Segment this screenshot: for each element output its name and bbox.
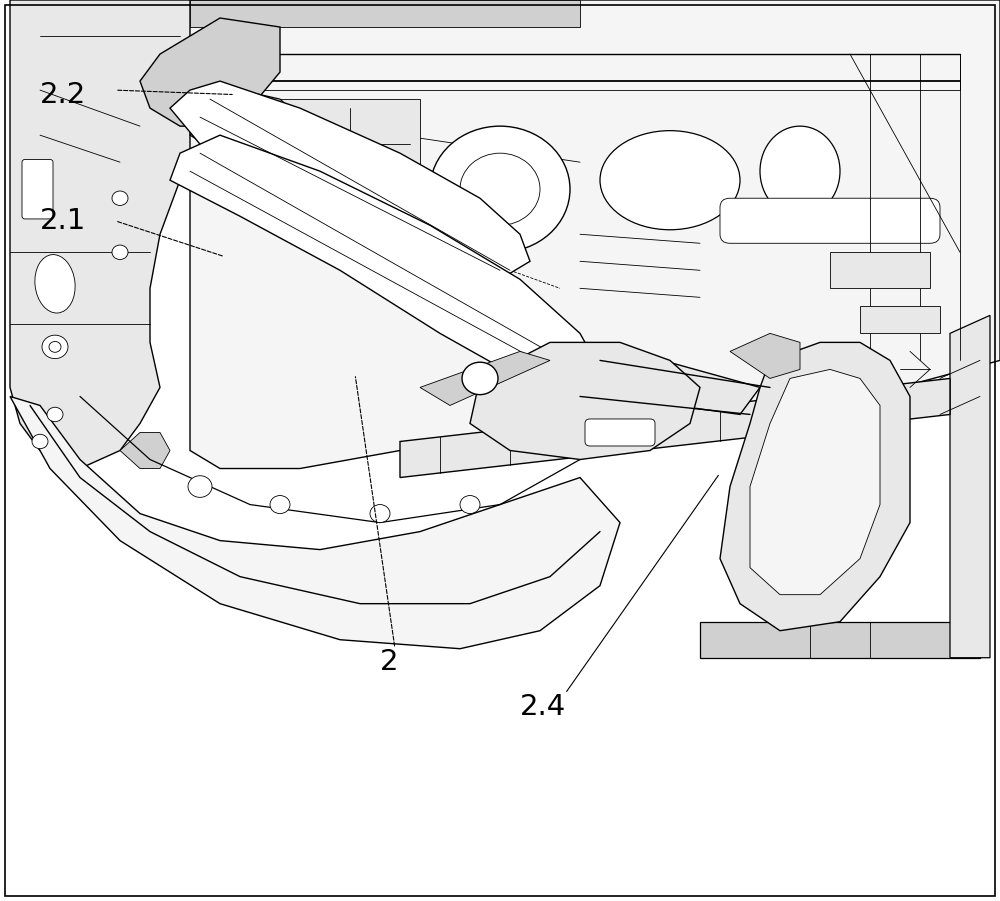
Circle shape [388, 259, 412, 281]
Circle shape [338, 250, 362, 272]
Circle shape [49, 341, 61, 352]
Text: 2: 2 [380, 648, 398, 677]
Polygon shape [10, 0, 230, 469]
Circle shape [795, 518, 845, 563]
FancyBboxPatch shape [22, 159, 53, 219]
Circle shape [235, 50, 245, 59]
Polygon shape [700, 622, 980, 658]
Circle shape [598, 368, 622, 389]
Polygon shape [120, 432, 170, 469]
Polygon shape [950, 315, 990, 658]
Text: 2.4: 2.4 [520, 693, 566, 722]
Circle shape [180, 54, 200, 72]
Polygon shape [190, 0, 1000, 469]
Circle shape [112, 245, 128, 259]
Polygon shape [420, 351, 550, 405]
Polygon shape [750, 369, 880, 595]
Ellipse shape [35, 255, 75, 313]
Ellipse shape [760, 126, 840, 216]
Polygon shape [140, 18, 280, 126]
Circle shape [518, 386, 542, 407]
Text: 2.1: 2.1 [40, 206, 86, 235]
Polygon shape [730, 333, 800, 378]
FancyBboxPatch shape [585, 419, 655, 446]
Circle shape [638, 395, 662, 416]
Bar [280, 99, 420, 189]
Bar [830, 252, 930, 288]
Circle shape [112, 191, 128, 205]
Text: 2.2: 2.2 [40, 80, 86, 109]
Polygon shape [190, 0, 580, 27]
Circle shape [460, 496, 480, 514]
Circle shape [32, 434, 48, 449]
Circle shape [460, 153, 540, 225]
Polygon shape [720, 342, 910, 631]
Circle shape [370, 505, 390, 523]
Circle shape [765, 491, 875, 590]
Circle shape [430, 126, 570, 252]
Circle shape [230, 45, 250, 63]
Polygon shape [400, 378, 950, 478]
FancyBboxPatch shape [720, 198, 940, 243]
Circle shape [185, 59, 195, 68]
Circle shape [42, 335, 68, 359]
Polygon shape [10, 396, 620, 649]
Bar [860, 306, 940, 333]
Circle shape [462, 362, 498, 395]
Polygon shape [170, 135, 600, 387]
Circle shape [188, 476, 212, 497]
Polygon shape [190, 90, 300, 153]
Polygon shape [470, 342, 700, 460]
Circle shape [47, 407, 63, 422]
Polygon shape [170, 81, 530, 279]
Polygon shape [600, 351, 760, 414]
Ellipse shape [600, 131, 740, 230]
Circle shape [270, 496, 290, 514]
